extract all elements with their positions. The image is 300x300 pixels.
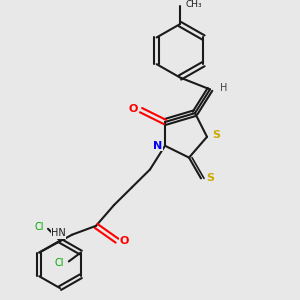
Text: N: N <box>153 141 162 151</box>
Text: HN: HN <box>51 228 66 238</box>
Text: S: S <box>212 130 220 140</box>
Text: O: O <box>129 104 138 114</box>
Text: Cl: Cl <box>55 258 64 268</box>
Text: S: S <box>206 173 214 183</box>
Text: H: H <box>220 83 227 93</box>
Text: CH₃: CH₃ <box>186 0 202 9</box>
Text: O: O <box>120 236 129 246</box>
Text: Cl: Cl <box>34 222 43 232</box>
